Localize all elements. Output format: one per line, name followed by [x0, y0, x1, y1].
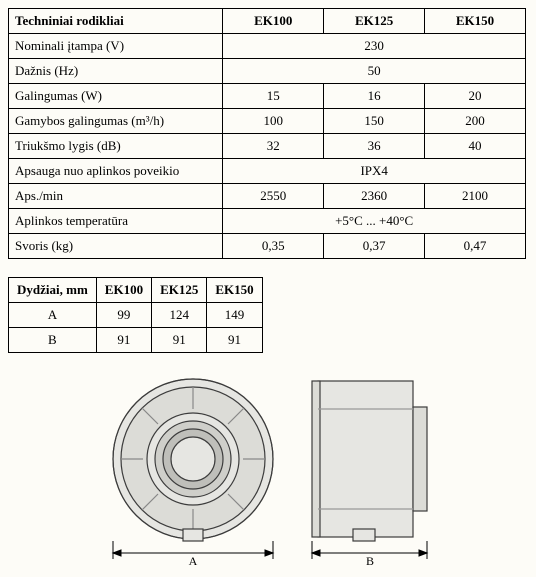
dims-header: EK125 [152, 278, 207, 303]
spec-cell: 16 [324, 84, 425, 109]
drawing-front-icon: A [98, 369, 288, 569]
spec-header-label: Techniniai rodikliai [9, 9, 223, 34]
spec-col-ek100: EK100 [223, 9, 324, 34]
spec-cell: 100 [223, 109, 324, 134]
spec-row-label: Svoris (kg) [9, 234, 223, 259]
spec-row-label: Triukšmo lygis (dB) [9, 134, 223, 159]
spec-cell: 50 [223, 59, 526, 84]
dims-header: Dydžiai, mm [9, 278, 97, 303]
spec-cell: 2100 [425, 184, 526, 209]
drawings: A B [8, 369, 528, 569]
dims-cell: 91 [96, 328, 151, 353]
spec-cell: 36 [324, 134, 425, 159]
dims-cell: 149 [207, 303, 262, 328]
spec-cell: IPX4 [223, 159, 526, 184]
spec-cell: 0,47 [425, 234, 526, 259]
drawing-side-icon: B [298, 369, 438, 569]
spec-row-label: Aps./min [9, 184, 223, 209]
dims-cell: 99 [96, 303, 151, 328]
spec-row-label: Gamybos galingumas (m³/h) [9, 109, 223, 134]
dims-table: Dydžiai, mm EK100 EK125 EK150 A 99 124 1… [8, 277, 263, 353]
dims-cell: 91 [207, 328, 262, 353]
spec-cell: 150 [324, 109, 425, 134]
spec-cell: 15 [223, 84, 324, 109]
spec-cell: 0,35 [223, 234, 324, 259]
spec-cell: 32 [223, 134, 324, 159]
dims-row-label: A [9, 303, 97, 328]
dims-header: EK100 [96, 278, 151, 303]
spec-cell: 2550 [223, 184, 324, 209]
spec-row-label: Aplinkos temperatūra [9, 209, 223, 234]
spec-cell: +5°C ... +40°C [223, 209, 526, 234]
dims-row-label: B [9, 328, 97, 353]
spec-cell: 20 [425, 84, 526, 109]
dims-header: EK150 [207, 278, 262, 303]
spec-cell: 2360 [324, 184, 425, 209]
spec-cell: 0,37 [324, 234, 425, 259]
spec-cell: 40 [425, 134, 526, 159]
spec-col-ek125: EK125 [324, 9, 425, 34]
dims-cell: 91 [152, 328, 207, 353]
spec-cell: 230 [223, 34, 526, 59]
spec-table: Techniniai rodikliai EK100 EK125 EK150 N… [8, 8, 526, 259]
spec-cell: 200 [425, 109, 526, 134]
dims-cell: 124 [152, 303, 207, 328]
dim-a-label: A [189, 554, 198, 568]
spec-row-label: Dažnis (Hz) [9, 59, 223, 84]
spec-col-ek150: EK150 [425, 9, 526, 34]
spec-row-label: Galingumas (W) [9, 84, 223, 109]
spec-row-label: Nominali įtampa (V) [9, 34, 223, 59]
spec-row-label: Apsauga nuo aplinkos poveikio [9, 159, 223, 184]
dim-b-label: B [366, 554, 374, 568]
